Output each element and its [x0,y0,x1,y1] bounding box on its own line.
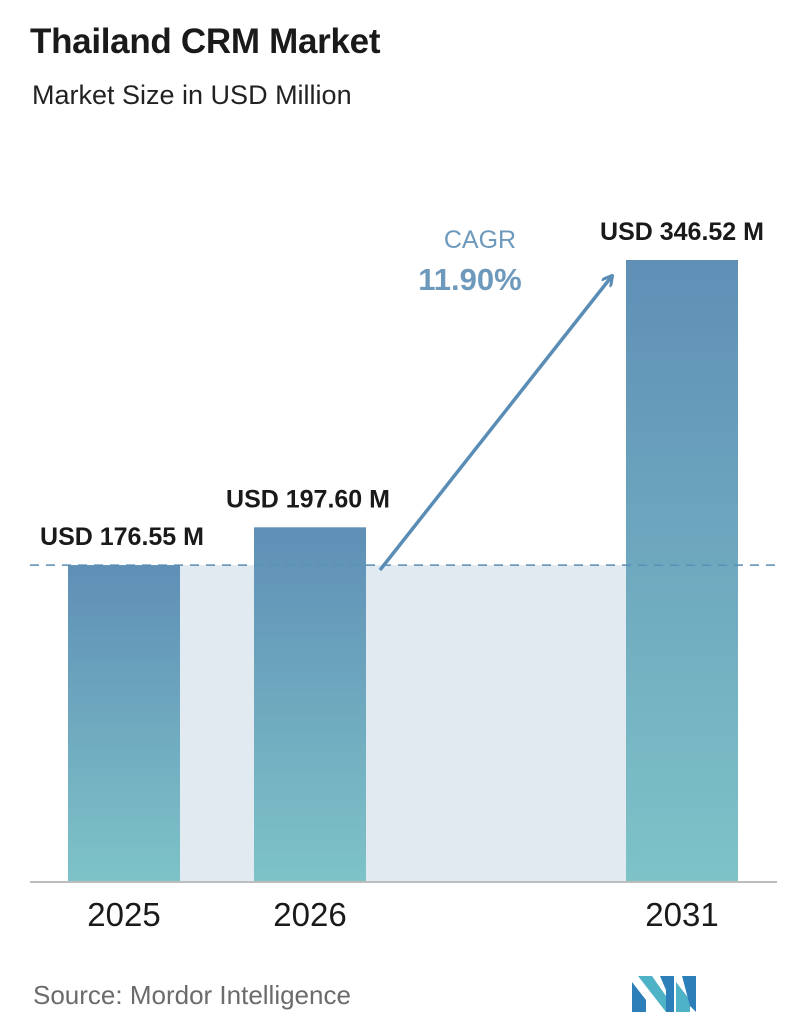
cagr-value: 11.90% [418,262,521,297]
cagr-arrow [378,276,612,572]
mordor-intelligence-logo-icon [632,976,696,1012]
cagr-label: CAGR [444,226,516,254]
bar-chart: USD 176.55 M USD 197.60 M USD 346.52 M 202… [30,218,780,933]
data-label-2031: USD 346.52 M [600,218,764,246]
chart-subtitle: Market Size in USD Million [32,80,352,110]
bar-2026 [254,527,366,882]
x-tick-2026: 2026 [273,896,346,933]
bar-2025 [68,565,180,882]
bar-2031 [626,260,738,882]
data-label-2025: USD 176.55 M [40,523,204,551]
chart-title: Thailand CRM Market [30,22,381,61]
data-label-2026: USD 197.60 M [226,485,390,513]
x-tick-2031: 2031 [645,896,718,933]
source-note: Source: Mordor Intelligence [33,980,351,1010]
x-tick-2025: 2025 [87,896,160,933]
